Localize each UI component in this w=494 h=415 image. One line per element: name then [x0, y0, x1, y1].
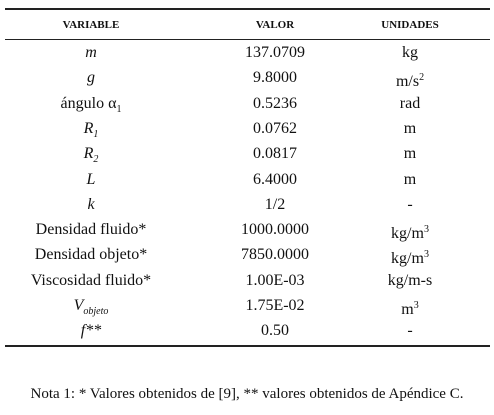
table-cell: L [0, 167, 182, 192]
header-cell: VALOR [255, 19, 295, 31]
cell-text: L [86, 170, 96, 188]
top-rule [5, 8, 490, 10]
table-cell: m3 [350, 293, 470, 318]
superscript: 3 [423, 249, 429, 261]
cell-text: 137.0709 [245, 44, 305, 61]
table-cell: m [0, 40, 182, 65]
cell-text: 1/2 [264, 195, 286, 213]
bottom-rule [5, 345, 490, 347]
superscript: 2 [419, 72, 425, 84]
cell-text: 0.0817 [253, 145, 297, 163]
header-cell: UNIDADES [381, 19, 439, 31]
cell-text: ángulo α [60, 94, 117, 112]
cell-text: 1000.0000 [241, 221, 309, 239]
table-cell: m [350, 141, 470, 166]
cell-text: 0.50 [261, 322, 289, 340]
table-cell: 0.0762 [200, 116, 350, 141]
cell-text: kg/m [391, 250, 424, 268]
table-cell: Viscosidad fluido* [0, 268, 182, 293]
table-cell: Densidad fluido* [0, 217, 182, 242]
cell-text: 0.5236 [253, 94, 297, 112]
cell-text: m [401, 301, 414, 318]
table-cell: ángulo α1 [0, 91, 182, 116]
cell-text: - [407, 195, 413, 213]
table-cell: 0.0817 [200, 141, 350, 166]
cell-text: m/s [395, 73, 420, 91]
table-cell: 1000.0000 [200, 217, 350, 242]
table-cell: rad [350, 91, 470, 116]
table-cell: 0.50 [200, 318, 350, 343]
superscript: 3 [413, 300, 419, 311]
cell-text: f** [80, 322, 102, 340]
cell-text: m [403, 170, 417, 188]
subscript: objeto [83, 306, 109, 317]
table-cell: kg/m-s [350, 268, 470, 293]
table-cell: 1.00E-03 [200, 268, 350, 293]
cell-text: 1.75E-02 [245, 297, 305, 314]
cell-text: m [85, 44, 97, 61]
cell-text: 7850.0000 [241, 246, 309, 264]
table-cell: m [350, 116, 470, 141]
table-cell: 1.75E-02 [200, 293, 350, 318]
cell-text: kg/m-s [387, 271, 433, 289]
table-cell: R2 [0, 141, 182, 166]
cell-text: 6.4000 [253, 170, 297, 188]
table-cell: kg [350, 40, 470, 65]
cell-text: m [403, 119, 417, 137]
cell-text: 1.00E-03 [245, 271, 305, 289]
table-cell: 6.4000 [200, 167, 350, 192]
cell-text: Densidad fluido* [35, 221, 147, 239]
cell-text: Viscosidad fluido* [30, 271, 152, 289]
table-cell: Vobjeto [0, 293, 182, 318]
cell-text: k [87, 195, 95, 213]
table-cell: Densidad objeto* [0, 242, 182, 267]
cell-text: m [403, 145, 417, 163]
cell-text: kg [402, 44, 418, 61]
cell-text: R [83, 145, 94, 163]
table-cell: f** [0, 318, 182, 343]
subscript: 2 [93, 154, 99, 166]
table-cell: R1 [0, 116, 182, 141]
cell-text: g [87, 69, 95, 87]
subscript: 1 [93, 128, 99, 140]
cell-text: R [83, 119, 94, 137]
header-rule [5, 39, 490, 40]
cell-text: V [73, 297, 84, 314]
table-cell: kg/m3 [350, 242, 470, 267]
table-cell: g [0, 65, 182, 90]
superscript: 3 [423, 224, 429, 236]
table-cell: 0.5236 [200, 91, 350, 116]
note: Nota 1: * Valores obtenidos de [9], ** v… [30, 386, 464, 402]
header-cell: VARIABLE [62, 19, 120, 31]
table-cell: - [350, 192, 470, 217]
table-cell: 137.0709 [200, 40, 350, 65]
table-cell: k [0, 192, 182, 217]
table-cell: m/s2 [350, 65, 470, 90]
cell-text: - [407, 322, 413, 340]
cell-text: kg/m [391, 225, 424, 243]
cell-text: 0.0762 [253, 119, 297, 137]
table-cell: 9.8000 [200, 65, 350, 90]
table-cell: kg/m3 [350, 217, 470, 242]
table-cell: m [350, 167, 470, 192]
table-cell: - [350, 318, 470, 343]
table-cell: 1/2 [200, 192, 350, 217]
cell-text: Densidad objeto* [34, 246, 148, 264]
table-cell: 7850.0000 [200, 242, 350, 267]
subscript: 1 [116, 103, 122, 115]
cell-text: 9.8000 [253, 69, 297, 87]
cell-text: rad [399, 94, 421, 112]
